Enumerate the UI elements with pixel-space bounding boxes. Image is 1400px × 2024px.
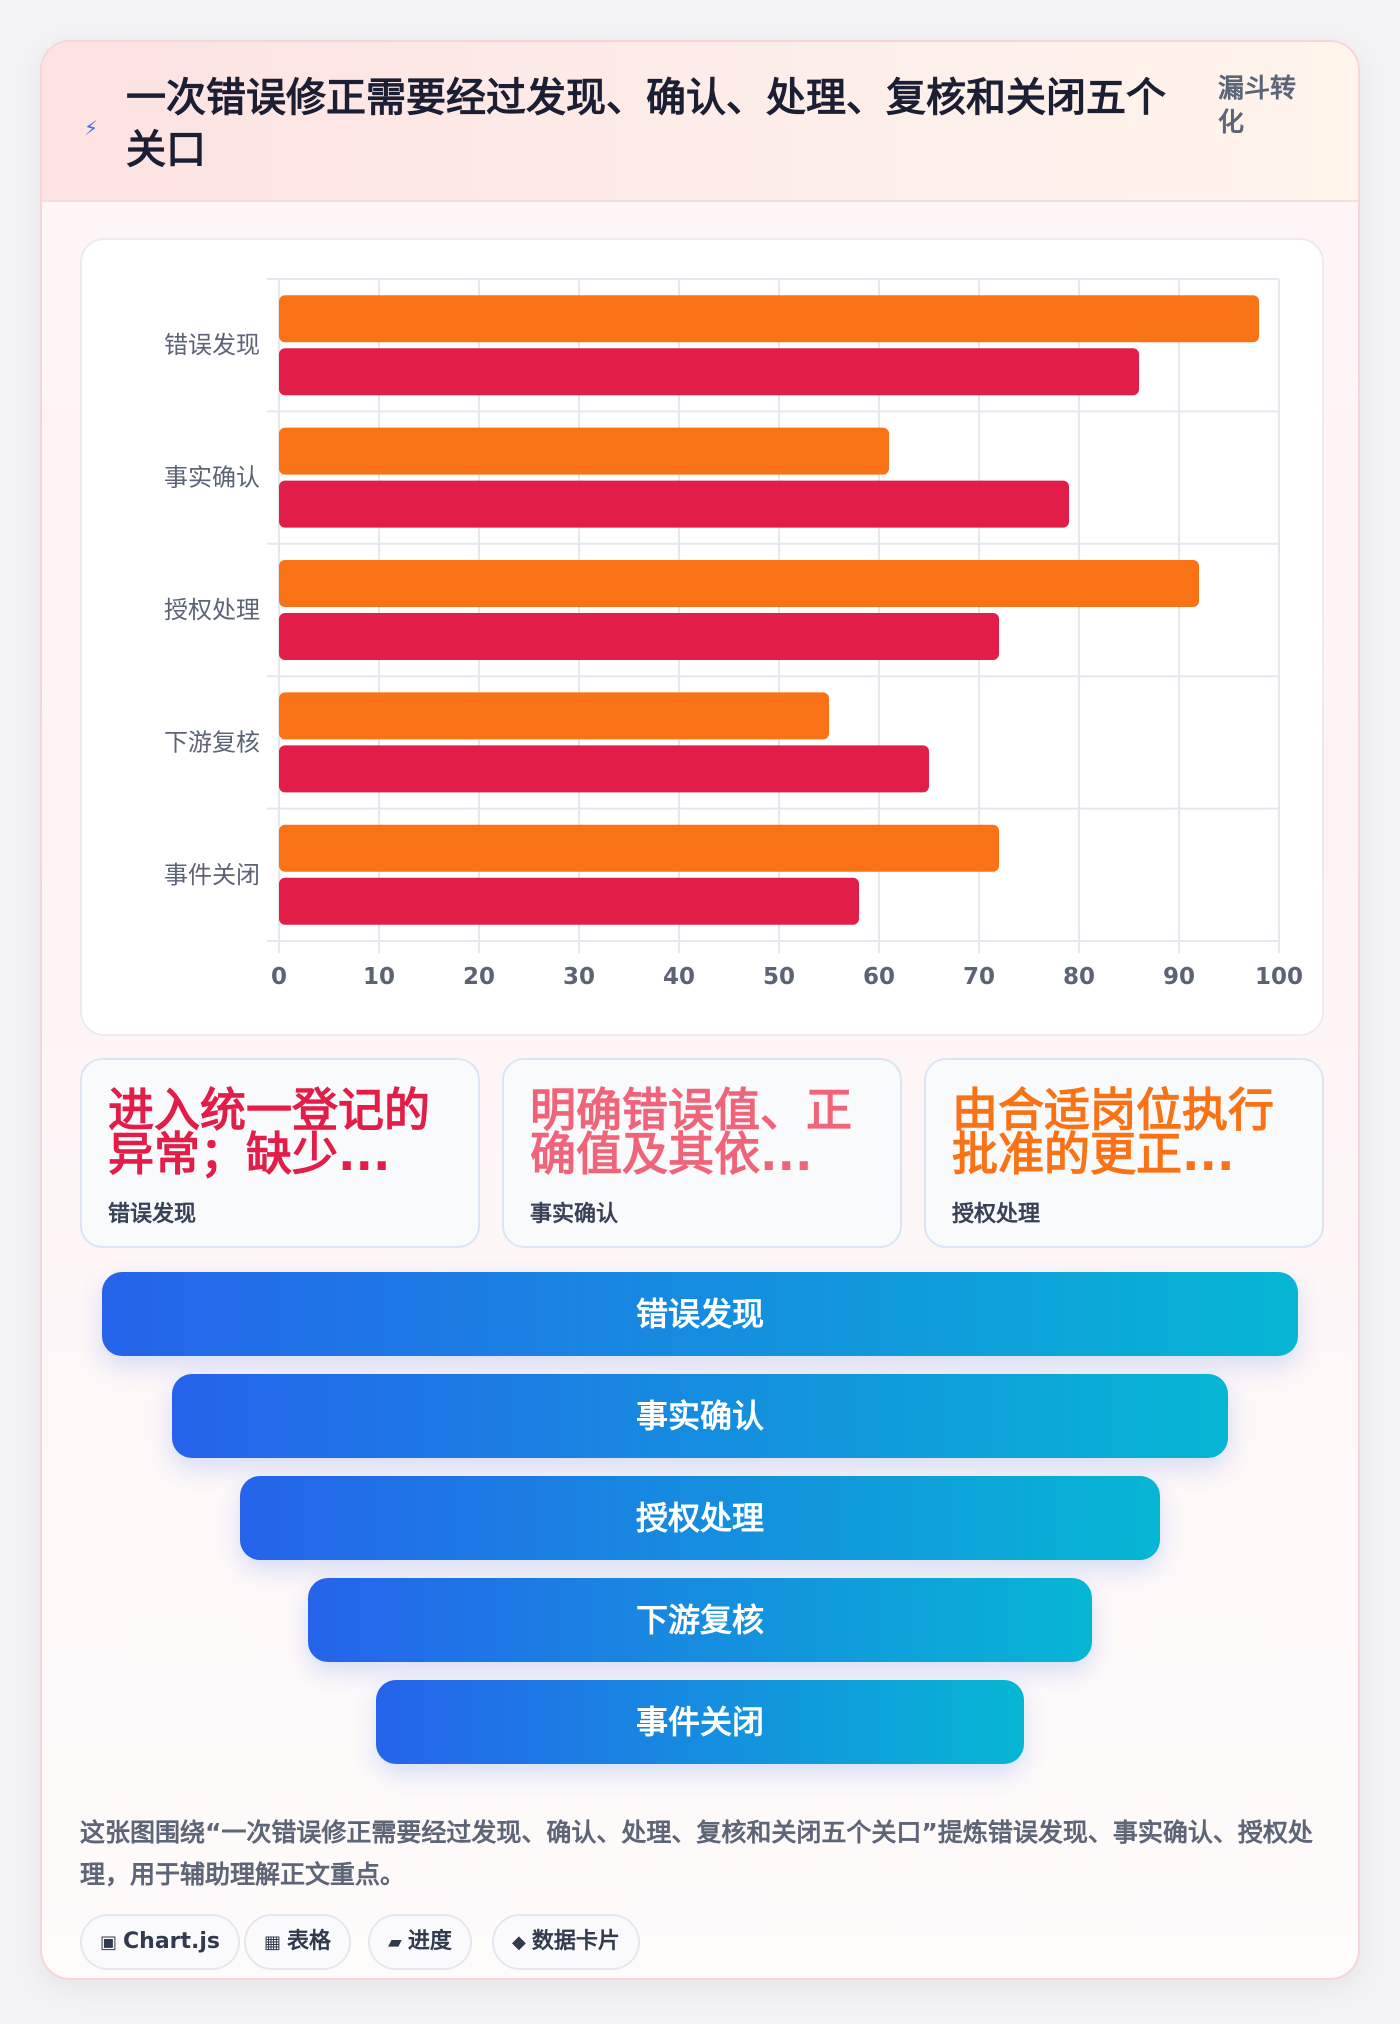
chart-panel: 错误发现事实确认授权处理下游复核事件关闭 0 10 20 30 40 50 60 70 80 90 1… (80, 238, 1324, 1036)
progress-icon: ▰ (388, 1932, 402, 1953)
bar (279, 824, 999, 872)
bar (279, 480, 1069, 528)
category-label: 授权处理 (164, 596, 260, 624)
bar (279, 427, 889, 475)
category-label: 下游复核 (164, 728, 260, 756)
main-card: ⚡ 一次错误修正需要经过发现、确认、处理、复核和关闭五个关口 漏斗转化 错误发现… (40, 40, 1360, 1980)
tick-label: 60 (863, 964, 895, 990)
table-icon: ▦ (264, 1932, 282, 1953)
tick-label: 20 (463, 964, 495, 990)
stat-label: 错误发现 (108, 1202, 197, 1227)
page-title: 一次错误修正需要经过发现、确认、处理、复核和关闭五个关口 (126, 75, 1166, 173)
category-label: 事件关闭 (164, 861, 260, 889)
funnel-stage: 错误发现 (102, 1272, 1298, 1356)
bar (279, 560, 1199, 607)
bar (279, 692, 829, 740)
stat-cards: 进入统一登记的异常；缺少... 错误发现 明确错误值、正确值及其依... 事实确… (80, 1058, 1324, 1248)
chart-icon: ▣ (100, 1932, 118, 1953)
stat-headline: 由合适岗位执行批准的更正... (952, 1083, 1274, 1181)
funnel-stage: 授权处理 (240, 1476, 1160, 1560)
tick-label: 30 (563, 964, 595, 990)
chip-chartjs: ▣ Chart.js (80, 1914, 241, 1970)
stat-card: 明确错误值、正确值及其依... 事实确认 (502, 1058, 902, 1248)
header: ⚡ 一次错误修正需要经过发现、确认、处理、复核和关闭五个关口 漏斗转化 (42, 42, 1358, 202)
tick-label: 70 (963, 964, 995, 990)
bolt-icon: ⚡ (84, 116, 99, 140)
stat-label: 事实确认 (530, 1202, 619, 1227)
stat-card: 进入统一登记的异常；缺少... 错误发现 (80, 1058, 480, 1248)
bar (279, 348, 1139, 396)
chip-progress: ▰ 进度 (368, 1914, 472, 1970)
chart-type-tag: 漏斗转化 (1218, 74, 1297, 138)
bar (279, 877, 859, 925)
bar (279, 745, 929, 793)
chip-label: 数据卡片 (531, 1929, 620, 1954)
diamond-icon: ◆ (512, 1932, 526, 1953)
stat-card: 由合适岗位执行批准的更正... 授权处理 (924, 1058, 1324, 1248)
tick-label: 40 (663, 964, 695, 990)
tick-label: 0 (271, 964, 287, 990)
stat-headline: 明确错误值、正确值及其依... (530, 1083, 852, 1181)
tick-label: 80 (1063, 964, 1095, 990)
funnel-stage: 事件关闭 (376, 1680, 1024, 1764)
chip-label: 进度 (407, 1929, 452, 1954)
tick-label: 90 (1163, 964, 1195, 990)
chip-label: Chart.js (123, 1929, 221, 1954)
chip-table: ▦ 表格 (244, 1914, 352, 1970)
bar (279, 295, 1259, 343)
category-label: 事实确认 (164, 464, 260, 492)
tick-label: 10 (363, 964, 395, 990)
category-label: 错误发现 (164, 331, 260, 359)
funnel-stage: 下游复核 (308, 1578, 1092, 1662)
chip-label: 表格 (287, 1929, 332, 1954)
tick-label: 100 (1255, 964, 1303, 990)
chip-data-card: ◆ 数据卡片 (492, 1914, 640, 1970)
description: 这张图围绕“一次错误修正需要经过发现、确认、处理、复核和关闭五个关口”提炼错误发… (80, 1818, 1313, 1889)
stat-headline: 进入统一登记的异常；缺少... (108, 1083, 430, 1181)
bar (279, 613, 999, 660)
tick-label: 50 (763, 964, 795, 990)
stat-label: 授权处理 (952, 1202, 1041, 1227)
funnel-stage: 事实确认 (172, 1374, 1228, 1458)
